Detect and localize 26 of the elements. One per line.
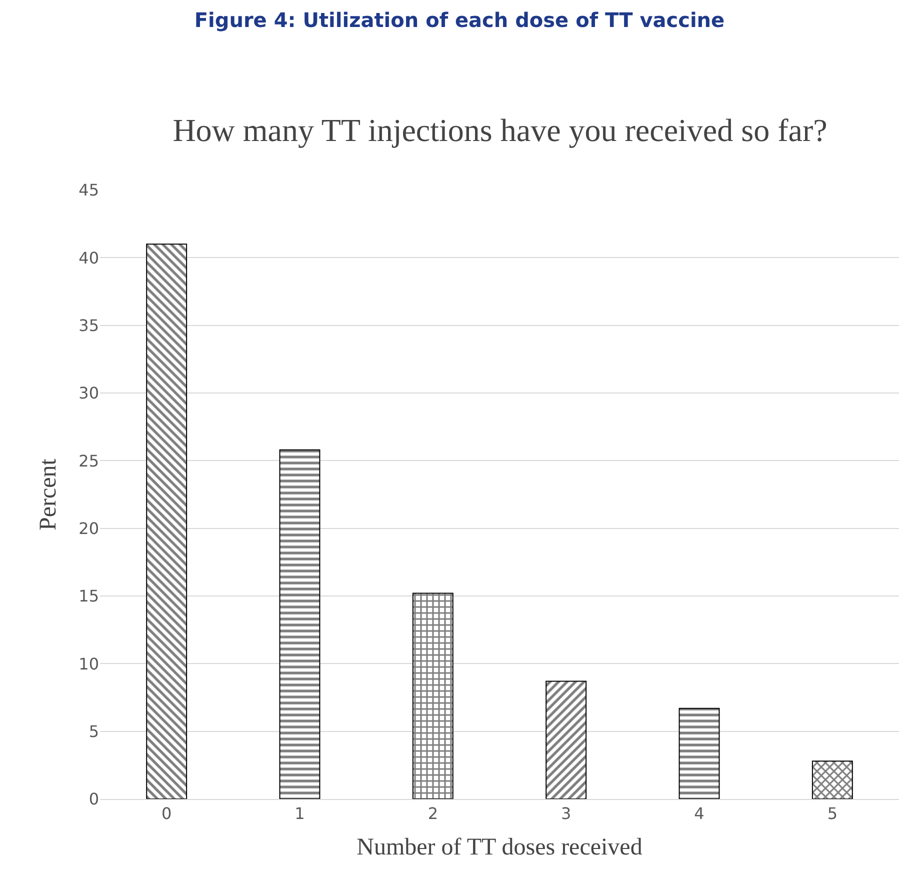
x-tick-label: 3 — [560, 804, 572, 824]
x-tick-label: 0 — [161, 804, 172, 824]
y-tick-label: 0 — [88, 790, 99, 809]
y-tick-label: 35 — [78, 316, 99, 335]
y-tick-label: 15 — [78, 586, 99, 606]
y-tick-label: 40 — [78, 248, 99, 268]
bar — [279, 449, 320, 799]
bar — [812, 760, 853, 799]
y-tick-label: 10 — [78, 654, 99, 674]
y-tick-label: 20 — [78, 518, 99, 538]
y-axis-title: Percent — [36, 458, 62, 530]
y-tick-label: 30 — [78, 384, 99, 403]
x-tick-label: 4 — [694, 804, 704, 824]
bar — [678, 708, 720, 799]
y-tick-label: 25 — [78, 451, 99, 470]
y-tick-label: 5 — [88, 722, 99, 741]
x-axis-title: Number of TT doses received — [356, 834, 642, 860]
x-tick-label: 2 — [428, 804, 438, 824]
chart-title: Figure 4: Utilization of each dose of TT vaccine — [194, 8, 725, 32]
chart-subtitle: How many TT injections have you received so far? — [172, 112, 828, 148]
bar — [146, 244, 188, 799]
x-tick-label: 1 — [294, 804, 305, 824]
x-tick-label: 5 — [827, 804, 838, 824]
y-tick-label: 45 — [78, 180, 99, 200]
bar — [546, 680, 587, 799]
bar — [412, 592, 454, 799]
